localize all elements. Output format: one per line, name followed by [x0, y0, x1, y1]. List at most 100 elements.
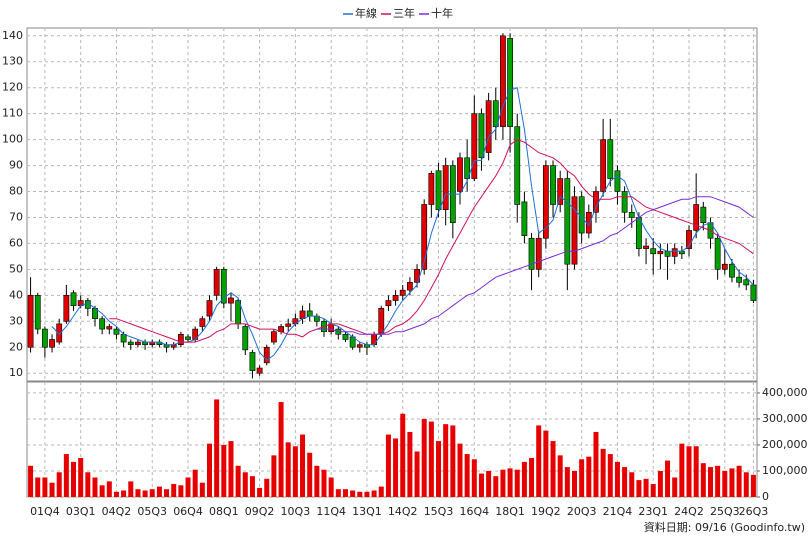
candle-body	[464, 157, 471, 179]
candle-body	[571, 196, 578, 265]
candle-body	[27, 295, 34, 348]
y-tick-label: 130	[2, 55, 23, 68]
volume-bar	[135, 489, 141, 497]
x-tick-label: 13Q1	[352, 505, 382, 518]
volume-bar	[321, 469, 327, 497]
candle-body	[106, 326, 113, 330]
volume-bar	[507, 468, 513, 497]
volume-bar	[693, 446, 699, 497]
volume-bar	[128, 481, 134, 497]
candle-body	[263, 346, 270, 364]
volume-bar	[393, 438, 399, 497]
candle-body	[457, 157, 463, 192]
ma-line	[51, 87, 754, 361]
volume-bar	[636, 480, 642, 497]
candle-body	[693, 204, 700, 231]
candle-body	[492, 100, 499, 127]
volume-bar	[335, 489, 341, 497]
y-tick-label: 10	[9, 366, 23, 379]
candle-body	[177, 333, 184, 345]
candle-body	[628, 211, 635, 218]
volume-bar	[249, 476, 255, 497]
volume-bar	[164, 489, 170, 497]
volume-bar	[428, 421, 434, 497]
candle-body	[306, 310, 313, 317]
volume-bar	[271, 455, 277, 497]
candle-body	[135, 341, 141, 345]
candle-body	[285, 323, 292, 327]
price-frame	[26, 27, 758, 382]
x-tick-label: 18Q1	[495, 505, 525, 518]
volume-bar	[71, 461, 77, 497]
x-tick-label: 01Q4	[30, 505, 60, 518]
x-tick-label: 23Q1	[638, 505, 668, 518]
candle-body	[643, 245, 649, 249]
candle-body	[485, 100, 492, 153]
y2-tick-label: 300,000	[762, 412, 808, 425]
volume-bar	[736, 465, 742, 497]
volume-bar	[650, 483, 656, 497]
x-tick-label: 10Q3	[281, 505, 311, 518]
volume-bar	[529, 457, 535, 497]
volume-bar	[486, 470, 492, 497]
volume-bar	[493, 476, 499, 497]
volume-bar	[85, 472, 91, 497]
candle-body	[392, 295, 399, 301]
x-tick-label: 26Q3	[739, 505, 769, 518]
candle-body	[600, 139, 607, 192]
candle-body	[671, 248, 678, 257]
volume-bar	[622, 467, 628, 497]
volume-bar	[228, 441, 234, 497]
x-tick-label: 24Q2	[674, 505, 704, 518]
candle-body	[213, 269, 220, 296]
legend-label: 年線	[355, 6, 377, 20]
volume-bar	[557, 455, 563, 497]
volume-bar	[92, 477, 98, 497]
volume-bar	[35, 477, 41, 497]
x-tick-label: 20Q3	[567, 505, 597, 518]
volume-bar	[450, 425, 456, 497]
volume-bar	[350, 490, 356, 497]
volume-bar	[178, 485, 184, 497]
ma-line	[109, 139, 754, 343]
volume-bar	[156, 486, 162, 497]
volume-bar	[743, 472, 749, 497]
volume-bar	[436, 441, 442, 497]
volume-bar	[722, 470, 728, 497]
volume-bar	[192, 469, 198, 497]
volume-bar	[400, 413, 406, 497]
candle-body	[478, 113, 485, 159]
volume-bar	[278, 402, 284, 497]
volume-bar	[707, 467, 713, 497]
volume-bar	[478, 473, 484, 497]
y-tick-label: 90	[9, 159, 23, 172]
candle-body	[127, 341, 134, 345]
volume-bar	[564, 467, 570, 497]
candle-body	[535, 237, 542, 270]
volume-bar	[586, 456, 592, 497]
volume-bar	[700, 463, 706, 497]
volume-bar	[307, 452, 313, 497]
candle-body	[428, 173, 435, 205]
volume-bar	[414, 451, 420, 497]
candle-body	[650, 248, 657, 255]
volume-bar	[328, 477, 334, 497]
volume-bar	[679, 443, 685, 497]
candle-body	[750, 284, 757, 301]
candle-body	[700, 206, 707, 223]
volume-bar	[572, 470, 577, 497]
candle-body	[406, 282, 413, 291]
candle-body	[557, 178, 564, 205]
candle-body	[385, 300, 392, 307]
volume-bar	[106, 481, 112, 497]
candle-body	[564, 178, 571, 265]
x-tick-label: 09Q2	[245, 505, 275, 518]
candle-body	[607, 139, 614, 179]
candle-body	[271, 331, 277, 343]
y-tick-label: 60	[9, 236, 23, 249]
footnote: 資料日期: 09/16 (Goodinfo.tw)	[644, 520, 805, 534]
candle-body	[542, 165, 549, 239]
volume-bar	[686, 446, 692, 497]
y-tick-label: 100	[2, 133, 23, 146]
